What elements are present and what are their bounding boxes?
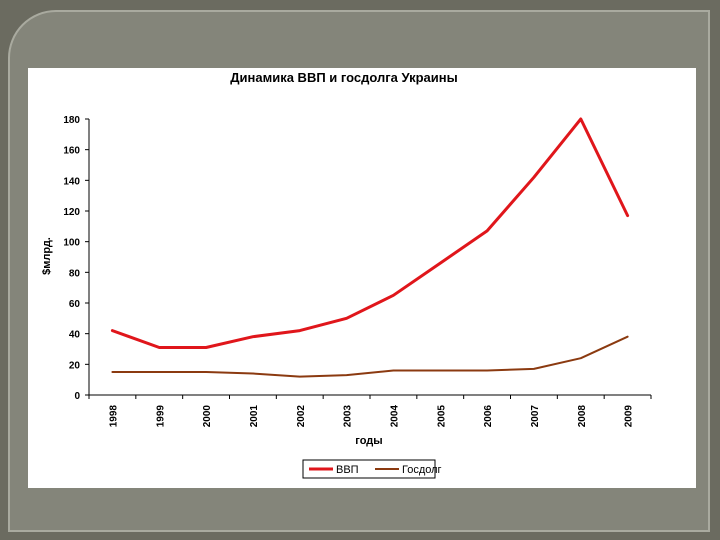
x-tick-label: 1999 bbox=[155, 405, 166, 428]
chart-panel: Динамика ВВП и госдолга Украины 0 20 40 60 8… bbox=[28, 68, 696, 488]
x-tick-label: 2005 bbox=[436, 405, 447, 428]
y-tick-label: 120 bbox=[63, 207, 80, 218]
x-tick-label: 2002 bbox=[296, 405, 307, 428]
series-line-2 bbox=[111, 335, 629, 378]
legend: ВВП Госдолг bbox=[302, 459, 442, 479]
x-tick-label: 2004 bbox=[389, 405, 400, 428]
y-tick-label: 180 bbox=[63, 115, 80, 126]
x-tick-label: 2007 bbox=[530, 405, 541, 428]
y-tick-label: 0 bbox=[74, 391, 80, 402]
y-tick-label: 100 bbox=[63, 238, 80, 249]
x-tick-label: 2003 bbox=[343, 405, 354, 428]
x-tick-label: 1998 bbox=[108, 405, 119, 428]
series-lines bbox=[110, 117, 630, 378]
x-axis-label: годы bbox=[355, 435, 382, 447]
x-tick-label: 2009 bbox=[624, 405, 635, 428]
series-line-1 bbox=[110, 117, 630, 349]
y-tick-label: 20 bbox=[69, 360, 81, 371]
line-chart: Динамика ВВП и госдолга Украины 0 20 40 60 8… bbox=[41, 70, 652, 479]
legend-box bbox=[302, 459, 436, 479]
y-tick-label: 140 bbox=[63, 176, 80, 187]
x-tick-label: 2000 bbox=[202, 405, 213, 428]
y-tick-label: 160 bbox=[63, 146, 80, 157]
y-axis-label: $млрд. bbox=[41, 237, 53, 275]
y-tick-label: 40 bbox=[69, 330, 81, 341]
legend-label-2: Госдолг bbox=[402, 464, 442, 476]
y-tick-label: 80 bbox=[69, 268, 81, 279]
chart-title: Динамика ВВП и госдолга Украины bbox=[230, 70, 457, 85]
x-axis: 1998 1999 2000 2001 2002 2003 2004 2005 2006 2007… bbox=[88, 394, 652, 428]
legend-label-1: ВВП bbox=[336, 464, 359, 476]
x-tick-label: 2008 bbox=[577, 405, 588, 428]
y-axis: 0 20 40 60 80 100 120 140 160 180 bbox=[63, 115, 90, 402]
x-tick-label: 2001 bbox=[249, 405, 260, 428]
x-tick-label: 2006 bbox=[483, 405, 494, 428]
y-tick-label: 60 bbox=[69, 299, 81, 310]
